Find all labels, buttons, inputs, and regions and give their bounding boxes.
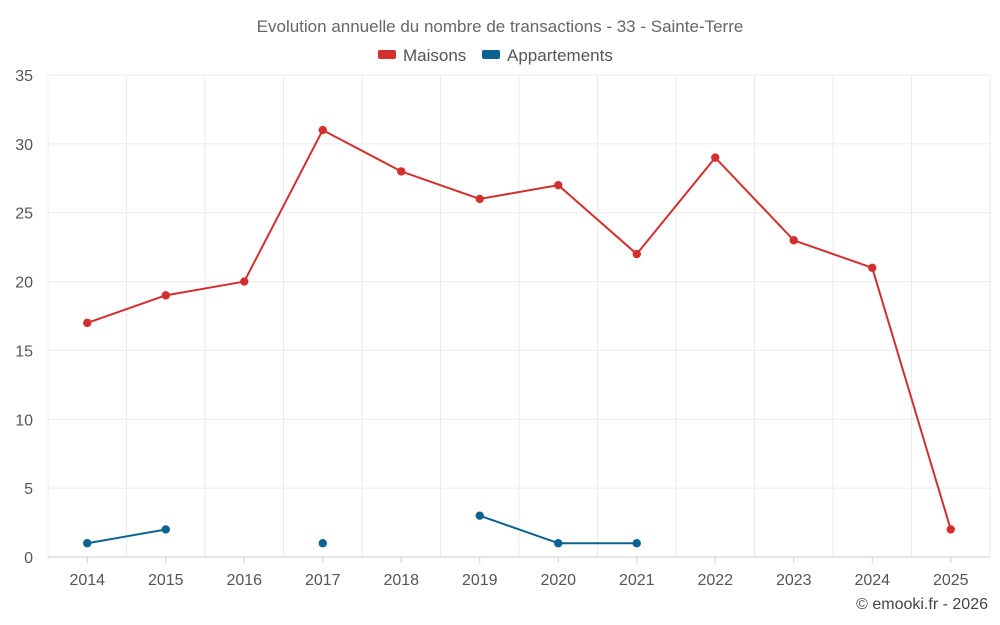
chart-title: Evolution annuelle du nombre de transact…: [257, 17, 744, 36]
data-point-maisons-2024[interactable]: [868, 263, 877, 272]
legend-label-appartements: Appartements: [507, 46, 613, 65]
y-tick-label: 10: [15, 412, 33, 429]
data-point-maisons-2019[interactable]: [475, 194, 484, 204]
y-tick-label: 30: [15, 137, 33, 154]
legend-swatch-appartements: [482, 50, 500, 59]
x-tick-label: 2019: [462, 572, 498, 589]
data-point-maisons-2017[interactable]: [318, 125, 327, 135]
data-point-appartements-2015[interactable]: [161, 525, 170, 534]
grid: [47, 74, 991, 557]
data-point-maisons-2023[interactable]: [789, 236, 798, 245]
legend-item-appartements[interactable]: Appartements: [482, 46, 613, 65]
x-tick-label: 2021: [619, 572, 655, 589]
legend-item-maisons[interactable]: Maisons: [378, 46, 466, 65]
x-tick-label: 2014: [69, 572, 105, 589]
x-tick-label: 2024: [854, 572, 890, 589]
data-point-maisons-2022[interactable]: [711, 153, 720, 162]
series: [83, 125, 955, 548]
y-tick-label: 15: [15, 343, 33, 360]
data-point-maisons-2014[interactable]: [83, 318, 92, 328]
x-tick-label: 2022: [697, 572, 733, 589]
data-point-appartements-2020[interactable]: [554, 539, 563, 548]
x-tick-label: 2018: [383, 572, 419, 589]
y-tick-label: 25: [15, 206, 33, 223]
series-line-appartements: [86, 528, 167, 545]
y-tick-label: 5: [24, 481, 33, 498]
x-tick-label: 2025: [933, 572, 969, 589]
y-tick-label: 0: [24, 550, 33, 567]
data-point-maisons-2016[interactable]: [240, 277, 249, 286]
data-point-maisons-2015[interactable]: [161, 291, 170, 300]
x-tick-label: 2017: [305, 572, 341, 589]
legend-swatch-maisons: [378, 50, 396, 59]
data-point-maisons-2020[interactable]: [554, 180, 563, 190]
y-tick-label: 20: [15, 275, 33, 292]
credit-text: © emooki.fr - 2026: [856, 596, 988, 613]
legend: Maisons Appartements: [378, 46, 613, 65]
data-point-appartements-2021[interactable]: [632, 539, 641, 548]
x-tick-label: 2023: [776, 572, 812, 589]
series-line-maisons: [86, 129, 952, 531]
data-point-appartements-2014[interactable]: [83, 539, 92, 548]
x-tick-label: 2015: [148, 572, 184, 589]
data-point-maisons-2018[interactable]: [397, 167, 406, 176]
data-point-maisons-2025[interactable]: [946, 525, 955, 534]
data-point-maisons-2021[interactable]: [632, 249, 641, 259]
legend-label-maisons: Maisons: [403, 46, 466, 65]
data-point-appartements-2019[interactable]: [475, 511, 484, 520]
x-tick-label: 2020: [540, 572, 576, 589]
x-tick-label: 2016: [226, 572, 262, 589]
y-tick-label: 35: [15, 68, 33, 85]
data-point-appartements-2017[interactable]: [318, 539, 327, 548]
